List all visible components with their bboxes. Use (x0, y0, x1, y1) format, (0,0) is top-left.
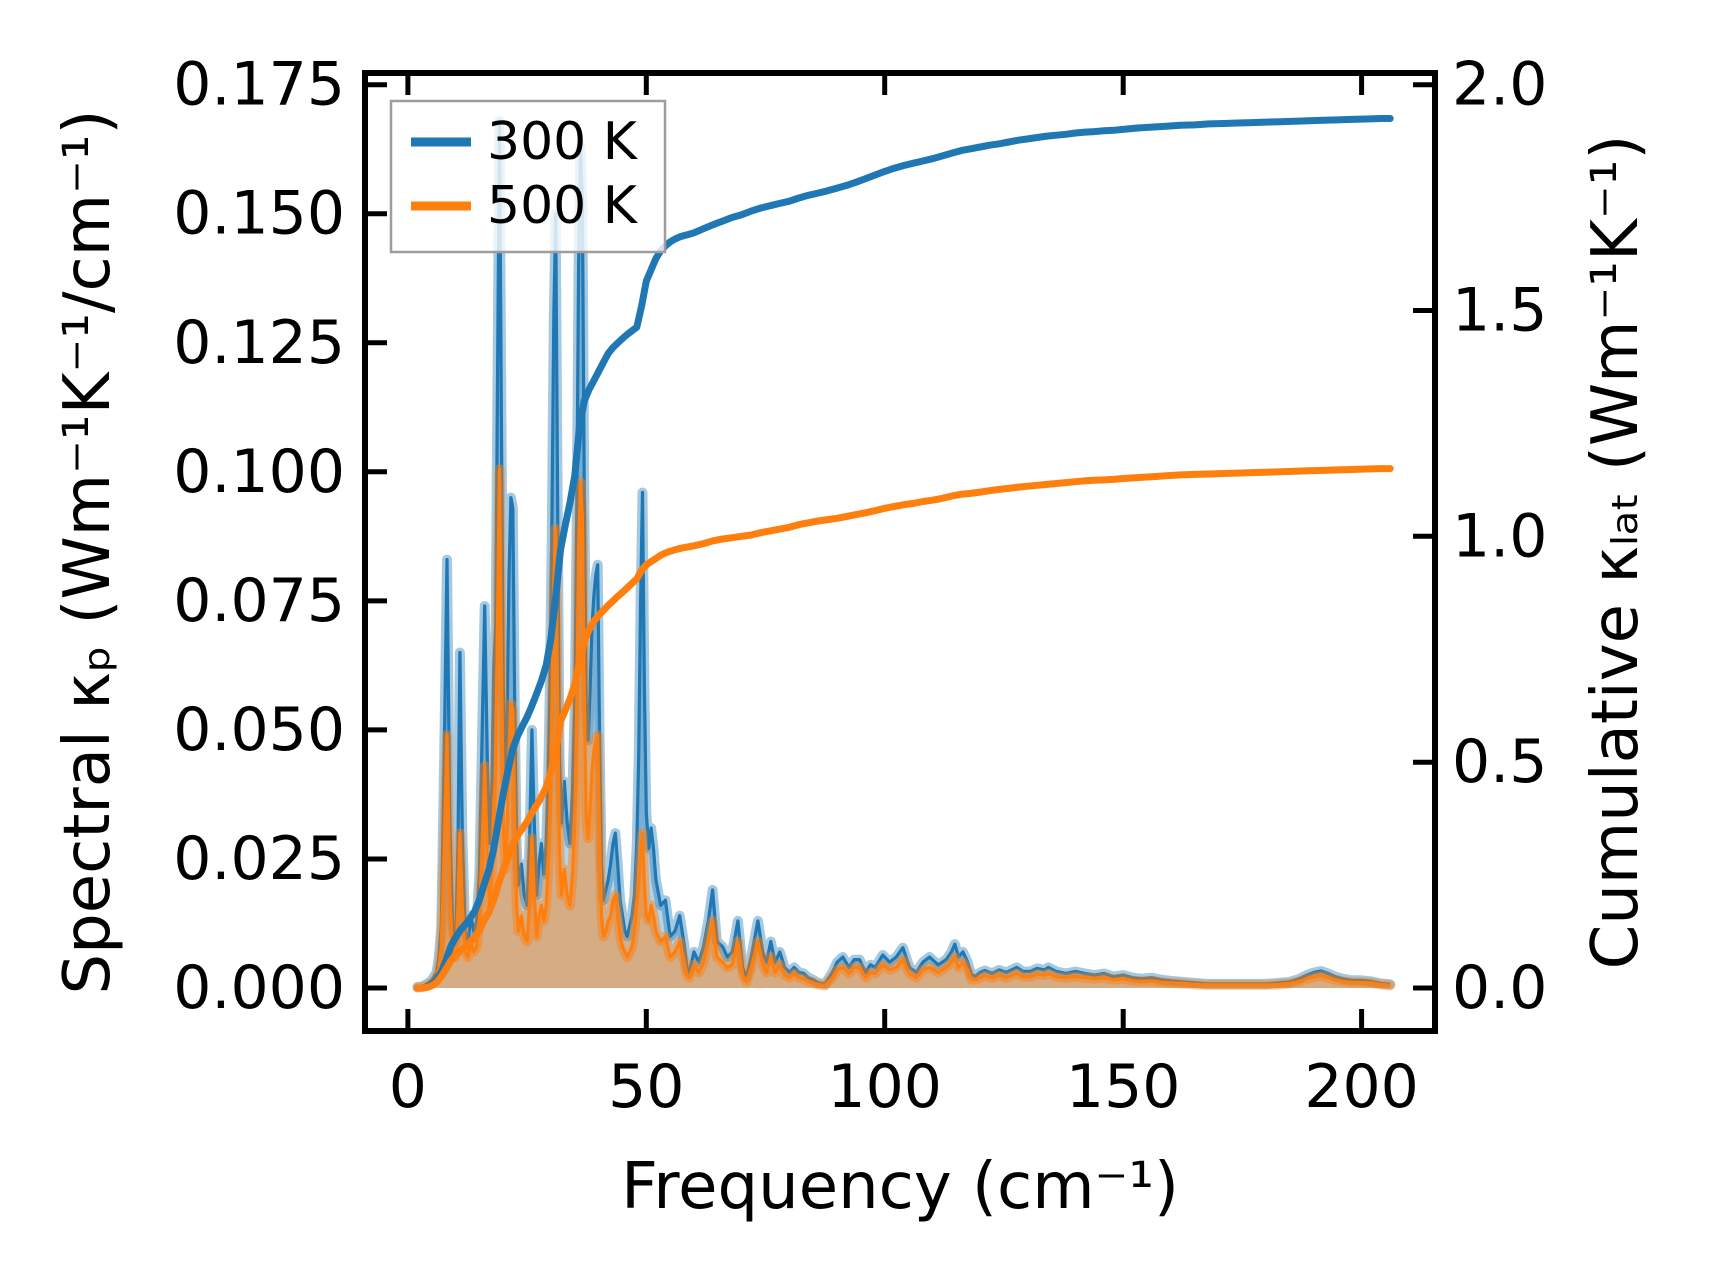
cumulative-300k-line (414, 115, 1394, 992)
y-left-tick-label: 0.150 (173, 179, 345, 249)
right-y-axis-label: Cumulative κₗₐₜ (Wm⁻¹K⁻¹) (1579, 135, 1653, 970)
axes: 0 50 100 150 200 0.000 0.025 0.050 0.075 0.100 0.1… (173, 50, 1547, 1122)
legend-box (389, 99, 667, 254)
x-tick-label: 0 (389, 1052, 427, 1122)
y-right-tick-label: 0.5 (1452, 727, 1547, 797)
y-right-tick-label: 1.5 (1452, 276, 1547, 346)
x-tick-label: 200 (1304, 1052, 1419, 1122)
y-right-tick-label: 0.0 (1452, 953, 1547, 1023)
axis-labels: Frequency (cm⁻¹) Spectral κₚ (Wm⁻¹K⁻¹/cm… (51, 110, 1653, 1224)
spectral-300k-fill (417, 120, 1391, 989)
legend-label-500k: 500 K (487, 176, 639, 236)
legend: 300 K 500 K (389, 99, 667, 254)
x-tick-label: 150 (1066, 1052, 1181, 1122)
x-axis-label: Frequency (cm⁻¹) (621, 1150, 1179, 1224)
y-left-tick-label: 0.125 (173, 308, 345, 378)
spectral-500k-fill (417, 469, 1391, 988)
y-right-tick-label: 1.0 (1452, 501, 1547, 571)
x-tick-label: 100 (827, 1052, 942, 1122)
y-left-tick-label: 0.050 (173, 695, 345, 765)
spectral-300k-line (417, 119, 1391, 989)
y-right-tick-label: 2.0 (1452, 50, 1547, 120)
plot-spines (362, 70, 1438, 1034)
legend-label-300k: 300 K (487, 112, 639, 172)
x-tick-label: 50 (608, 1052, 684, 1122)
y-left-tick-label: 0.100 (173, 437, 345, 507)
spectral-500k-line (417, 467, 1391, 990)
cumulative-500k-line (414, 465, 1394, 992)
y-left-tick-label: 0.175 (173, 50, 345, 120)
y-left-tick-label: 0.075 (173, 566, 345, 636)
y-left-tick-label: 0.025 (173, 824, 345, 894)
plot-series (412, 115, 1396, 993)
y-left-tick-label: 0.000 (173, 953, 345, 1023)
left-y-axis-label: Spectral κₚ (Wm⁻¹K⁻¹/cm⁻¹) (51, 110, 125, 995)
